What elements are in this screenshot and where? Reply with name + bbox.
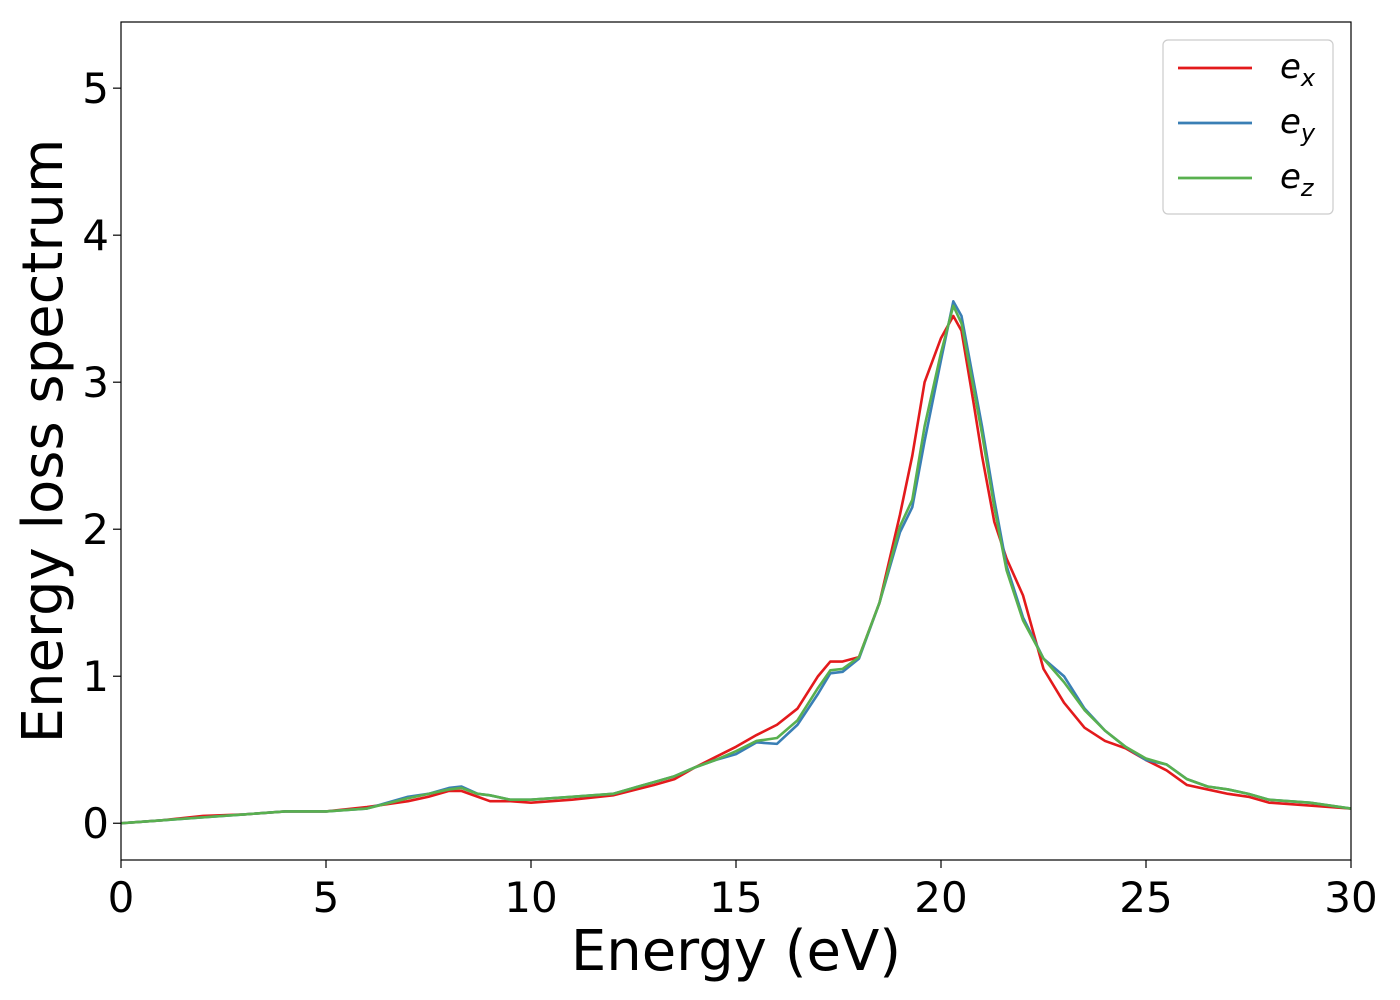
series-line-x — [120, 314, 1352, 825]
x-tick-label: 0 — [108, 873, 135, 922]
y-tick-label: 2 — [82, 505, 109, 554]
x-tick-label: 20 — [914, 873, 967, 922]
y-tick-label: 5 — [82, 64, 109, 113]
x-tick-label: 10 — [504, 873, 557, 922]
x-axis-label: Energy (eV) — [571, 919, 901, 984]
y-tick-label: 1 — [82, 652, 109, 701]
legend-box — [1162, 39, 1334, 215]
x-tick-label: 5 — [313, 873, 340, 922]
x-tick-label: 15 — [709, 873, 762, 922]
x-tick-label: 25 — [1119, 873, 1172, 922]
ticks-layer: 0 5 10 15 20 25 30 0 1 2 3 4 5 — [82, 64, 1377, 922]
y-axis-label: Energy loss spectrum — [11, 139, 76, 744]
series-line-z — [120, 304, 1352, 825]
y-tick-label: 0 — [82, 799, 109, 848]
series-line-y — [120, 300, 1352, 825]
x-tick-label: 30 — [1324, 873, 1377, 922]
y-tick-label: 3 — [82, 358, 109, 407]
series-layer — [120, 300, 1352, 825]
y-tick-label: 4 — [82, 211, 109, 260]
